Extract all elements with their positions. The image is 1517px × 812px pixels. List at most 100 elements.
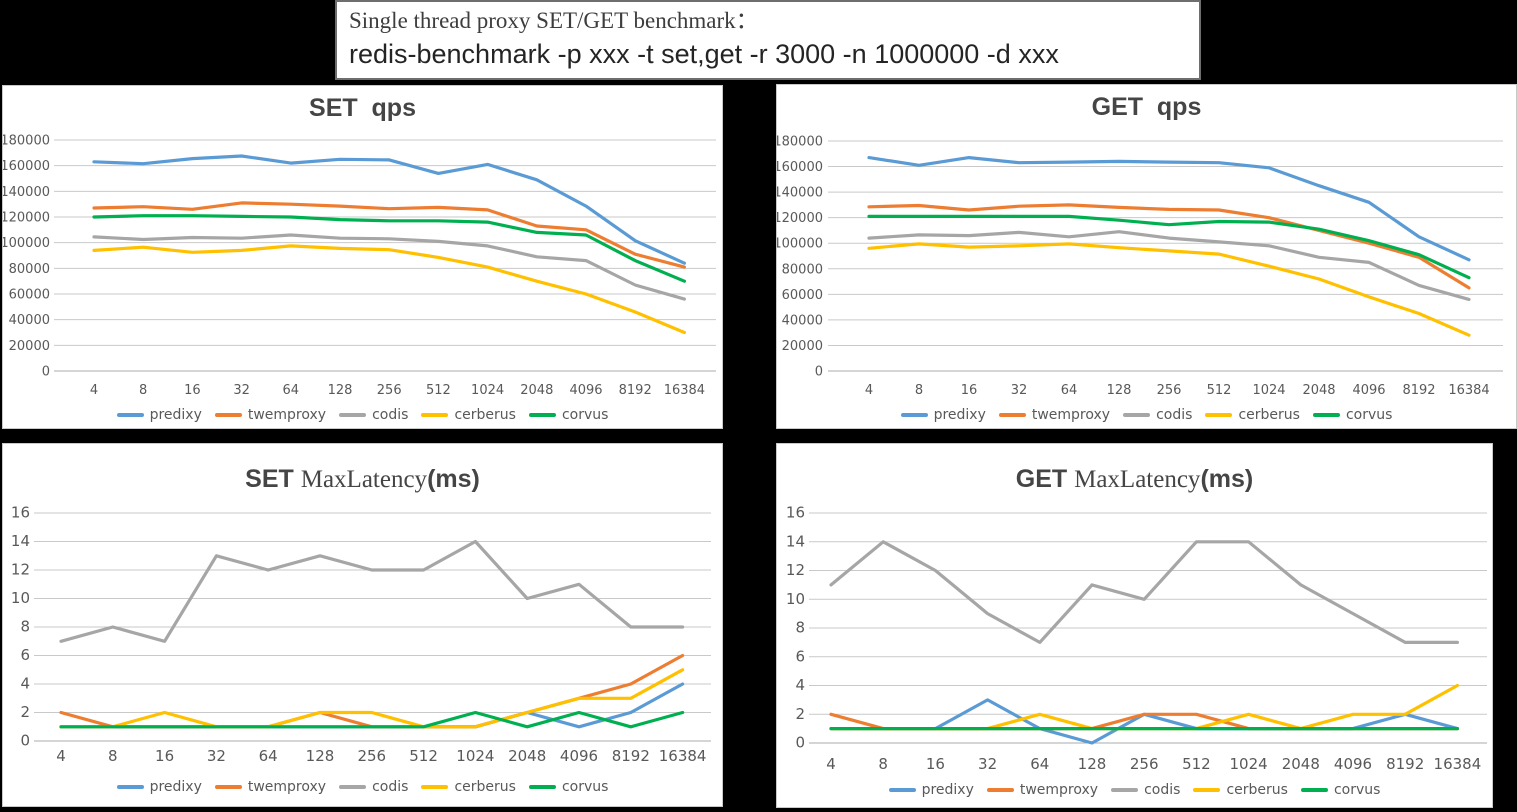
y-tick-label: 60000 [9, 288, 50, 303]
x-tick-label: 8192 [1386, 755, 1424, 773]
y-tick-label: 16 [11, 504, 30, 522]
get-qps-line-predixy [867, 155, 1471, 262]
x-tick-label: 256 [1130, 755, 1159, 773]
legend-label: predixy [933, 407, 986, 423]
corvus-line-swatch-icon [1300, 788, 1328, 792]
x-tick-label: 8192 [612, 747, 650, 765]
set-lat-line-cerberus [59, 668, 685, 729]
x-tick-label: 16384 [659, 747, 707, 765]
x-tick-label: 256 [1157, 383, 1182, 398]
legend-label: predixy [149, 779, 202, 795]
get-lat-plot-area: 0 2 4 6 8 10 12 14 16 4 8 16 32 64 128 256 512 1024 2048 40… [786, 504, 1487, 773]
set-lat-line-codis [59, 539, 685, 643]
y-tick-label: 0 [20, 732, 30, 750]
y-tick-label: 40000 [782, 313, 823, 328]
legend-label: corvus [561, 407, 609, 423]
set-qps-plot-area: 0 20000 40000 60000 80000 100000 120000 140000 1… [3, 134, 716, 398]
twemproxy-line-swatch-icon [986, 788, 1014, 792]
y-tick-label: 2 [20, 703, 30, 721]
x-tick-label: 512 [409, 747, 438, 765]
y-tick-label: 80000 [9, 262, 50, 277]
set-qps-legend: predixy twemproxy codis cerberus corvus [3, 407, 722, 423]
predixy-line-swatch-icon [900, 413, 928, 417]
y-tick-label: 16 [786, 504, 805, 522]
legend-item-predixy: predixy [888, 782, 974, 798]
x-tick-label: 256 [377, 383, 402, 398]
x-tick-label: 16384 [1434, 755, 1482, 773]
x-tick-label: 64 [1061, 383, 1078, 398]
x-tick-label: 16 [155, 747, 174, 765]
x-tick-label: 8192 [1402, 383, 1435, 398]
legend-label: corvus [1333, 782, 1381, 798]
x-tick-label: 32 [207, 747, 226, 765]
corvus-line-swatch-icon [528, 413, 556, 417]
x-tick-label: 4096 [1352, 383, 1385, 398]
chart-title-text: (ms) [1200, 465, 1254, 493]
twemproxy-line-swatch-icon [214, 413, 242, 417]
legend-label: twemproxy [1031, 407, 1111, 423]
x-tick-label: 1024 [1230, 755, 1268, 773]
x-tick-label: 512 [1182, 755, 1211, 773]
chart-title-text: GET qps [1091, 93, 1202, 121]
y-tick-label: 180000 [3, 134, 50, 149]
x-tick-label: 1024 [471, 383, 504, 398]
legend-item-twemproxy: twemproxy [214, 779, 327, 795]
set-lat-legend: predixy twemproxy codis cerberus corvus [3, 779, 722, 795]
set-lat-chart-title: SET MaxLatency(ms) [3, 465, 722, 494]
legend-item-codis: codis [339, 779, 408, 795]
y-tick-label: 14 [11, 532, 30, 550]
y-tick-label: 0 [815, 365, 823, 380]
chart-title-text: (ms) [427, 465, 480, 493]
legend-item-predixy: predixy [116, 407, 202, 423]
legend-label: corvus [1345, 407, 1393, 423]
legend-label: cerberus [1238, 407, 1300, 423]
set-qps-line-codis [92, 233, 687, 301]
x-tick-label: 4 [56, 747, 66, 765]
header-box: Single thread proxy SET/GET benchmark： r… [335, 0, 1201, 80]
x-tick-label: 2048 [1302, 383, 1335, 398]
y-tick-label: 80000 [782, 262, 823, 277]
legend-item-cerberus: cerberus [421, 779, 516, 795]
set-qps-line-twemproxy [92, 201, 687, 269]
x-tick-label: 16 [184, 383, 201, 398]
x-tick-label: 1024 [456, 747, 494, 765]
y-tick-label: 100000 [3, 236, 50, 251]
legend-item-corvus: corvus [528, 407, 609, 423]
y-tick-label: 8 [20, 618, 30, 636]
y-tick-label: 180000 [777, 135, 823, 150]
get-lat-legend: predixy twemproxy codis cerberus corvus [777, 782, 1492, 798]
x-tick-label: 4 [865, 383, 873, 398]
legend-label: codis [372, 407, 409, 423]
legend-item-cerberus: cerberus [1205, 407, 1300, 423]
cerberus-line-swatch-icon [421, 785, 449, 789]
legend-item-predixy: predixy [900, 407, 986, 423]
y-tick-label: 120000 [777, 211, 823, 226]
get-qps-chart-title: GET qps [777, 93, 1516, 122]
x-tick-label: 16 [961, 383, 978, 398]
set-maxlatency-chart-panel: SET MaxLatency(ms) 0 2 4 6 8 10 12 14 16 4 8 16 32 64 1… [2, 443, 723, 807]
x-tick-label: 8 [108, 747, 118, 765]
x-tick-label: 8 [878, 755, 888, 773]
header-title: Single thread proxy SET/GET benchmark： [349, 8, 759, 33]
codis-line-swatch-icon [339, 785, 367, 789]
legend-label: twemproxy [247, 779, 327, 795]
legend-label: predixy [921, 782, 974, 798]
get-lat-line-cerberus [829, 683, 1460, 731]
x-tick-label: 4096 [1334, 755, 1372, 773]
legend-label: predixy [149, 407, 202, 423]
x-tick-label: 16384 [664, 383, 705, 398]
x-tick-label: 2048 [508, 747, 546, 765]
x-tick-label: 2048 [1282, 755, 1320, 773]
x-tick-label: 8192 [619, 383, 652, 398]
codis-line-swatch-icon [1123, 413, 1151, 417]
x-tick-label: 128 [328, 383, 353, 398]
y-tick-label: 12 [11, 561, 30, 579]
legend-label: corvus [561, 779, 609, 795]
get-qps-line-codis [867, 230, 1471, 301]
chart-title-text: SET [245, 465, 301, 493]
set-lat-line-predixy [59, 682, 685, 729]
cerberus-line-swatch-icon [1205, 413, 1233, 417]
x-tick-label: 32 [978, 755, 997, 773]
x-tick-label: 4 [90, 383, 98, 398]
get-qps-chart-panel: GET qps 0 20000 40000 60000 80000 100000 120000… [776, 84, 1517, 429]
